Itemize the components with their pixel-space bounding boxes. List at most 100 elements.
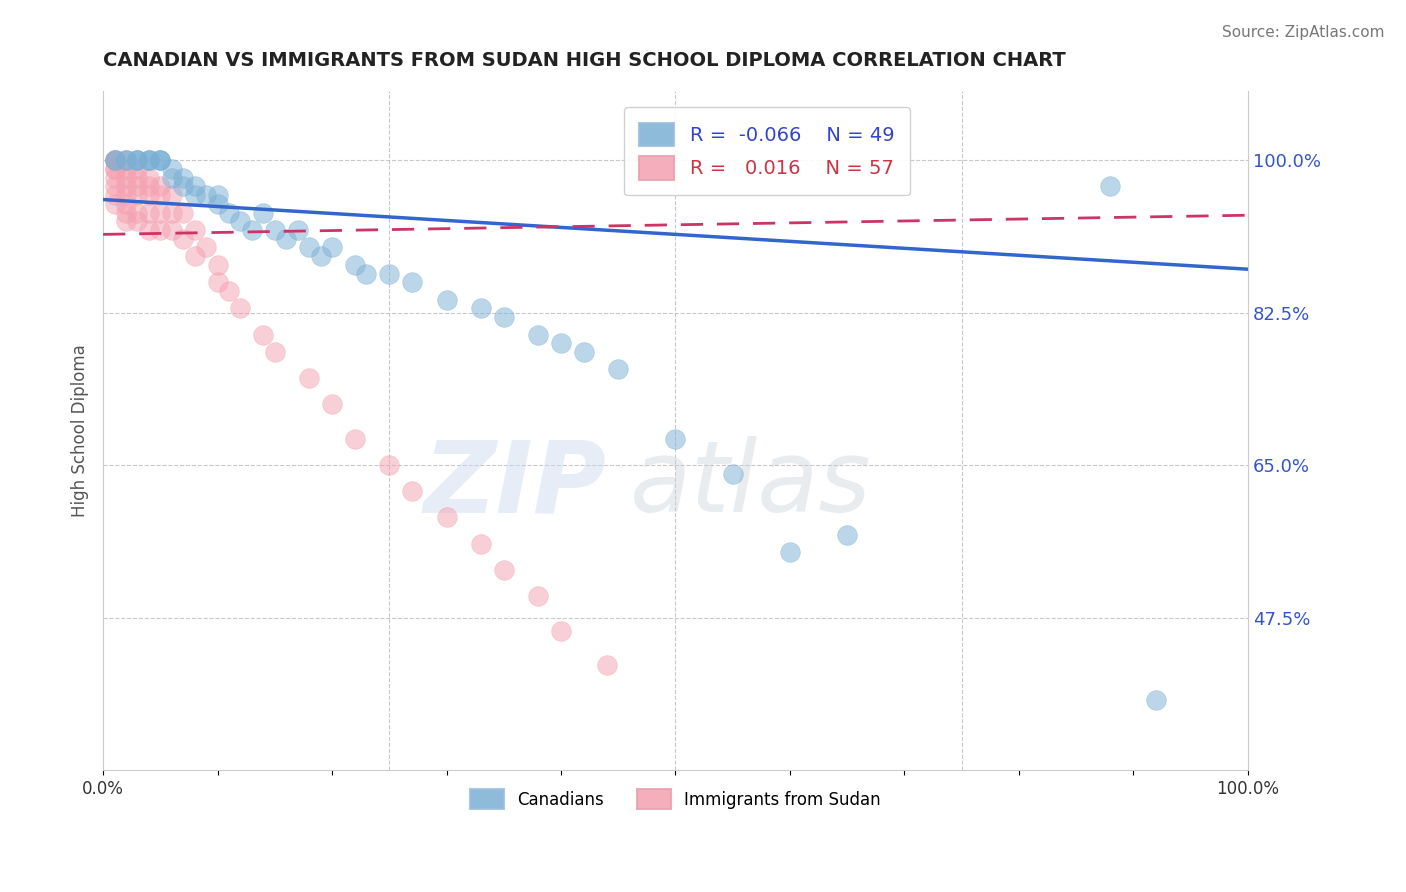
Point: [550, 336, 572, 351]
Point: [172, 232, 194, 246]
Point: [183, 249, 205, 263]
Point: [207, 188, 229, 202]
Point: [183, 188, 205, 202]
Point: [127, 153, 149, 168]
Point: [160, 162, 183, 177]
Point: [149, 205, 172, 219]
Point: [263, 223, 285, 237]
Point: [160, 188, 183, 202]
Point: [298, 371, 321, 385]
Point: [229, 214, 252, 228]
Point: [527, 589, 550, 603]
Point: [195, 188, 218, 202]
Point: [287, 223, 309, 237]
Point: [127, 205, 149, 219]
Point: [103, 153, 125, 168]
Point: [138, 223, 160, 237]
Point: [721, 467, 744, 481]
Point: [183, 179, 205, 194]
Point: [240, 223, 263, 237]
Point: [103, 170, 125, 185]
Point: [378, 458, 401, 472]
Point: [218, 284, 240, 298]
Point: [127, 179, 149, 194]
Point: [492, 310, 515, 325]
Point: [470, 301, 492, 316]
Point: [103, 197, 125, 211]
Text: Source: ZipAtlas.com: Source: ZipAtlas.com: [1222, 25, 1385, 40]
Point: [492, 563, 515, 577]
Point: [309, 249, 332, 263]
Point: [160, 205, 183, 219]
Point: [115, 153, 138, 168]
Text: CANADIAN VS IMMIGRANTS FROM SUDAN HIGH SCHOOL DIPLOMA CORRELATION CHART: CANADIAN VS IMMIGRANTS FROM SUDAN HIGH S…: [103, 51, 1066, 70]
Point: [664, 432, 686, 446]
Point: [138, 153, 160, 168]
Point: [127, 170, 149, 185]
Point: [276, 232, 298, 246]
Point: [436, 293, 458, 307]
Point: [572, 345, 595, 359]
Text: atlas: atlas: [630, 436, 872, 533]
Point: [103, 179, 125, 194]
Point: [127, 153, 149, 168]
Point: [172, 205, 194, 219]
Point: [149, 179, 172, 194]
Point: [550, 624, 572, 638]
Point: [195, 240, 218, 254]
Point: [138, 153, 160, 168]
Point: [596, 658, 619, 673]
Point: [115, 162, 138, 177]
Point: [127, 214, 149, 228]
Point: [103, 153, 125, 168]
Point: [115, 188, 138, 202]
Point: [115, 153, 138, 168]
Point: [401, 484, 423, 499]
Legend: Canadians, Immigrants from Sudan: Canadians, Immigrants from Sudan: [457, 776, 894, 822]
Point: [183, 223, 205, 237]
Point: [127, 153, 149, 168]
Point: [207, 275, 229, 289]
Point: [138, 170, 160, 185]
Point: [252, 327, 274, 342]
Point: [837, 528, 859, 542]
Point: [115, 197, 138, 211]
Point: [149, 153, 172, 168]
Point: [149, 223, 172, 237]
Point: [321, 240, 343, 254]
Point: [103, 162, 125, 177]
Point: [343, 258, 366, 272]
Text: ZIP: ZIP: [423, 436, 607, 533]
Point: [103, 162, 125, 177]
Point: [229, 301, 252, 316]
Point: [115, 179, 138, 194]
Point: [149, 188, 172, 202]
Point: [207, 197, 229, 211]
Point: [378, 267, 401, 281]
Point: [127, 188, 149, 202]
Point: [527, 327, 550, 342]
Point: [172, 179, 194, 194]
Point: [343, 432, 366, 446]
Point: [103, 153, 125, 168]
Point: [207, 258, 229, 272]
Point: [103, 153, 125, 168]
Point: [356, 267, 378, 281]
Point: [138, 153, 160, 168]
Point: [263, 345, 285, 359]
Point: [115, 170, 138, 185]
Point: [470, 536, 492, 550]
Point: [1144, 693, 1167, 707]
Point: [321, 397, 343, 411]
Point: [172, 170, 194, 185]
Point: [160, 170, 183, 185]
Point: [115, 214, 138, 228]
Point: [103, 188, 125, 202]
Point: [436, 510, 458, 524]
Y-axis label: High School Diploma: High School Diploma: [72, 344, 89, 516]
Point: [149, 153, 172, 168]
Point: [298, 240, 321, 254]
Point: [1099, 179, 1122, 194]
Point: [115, 205, 138, 219]
Point: [160, 223, 183, 237]
